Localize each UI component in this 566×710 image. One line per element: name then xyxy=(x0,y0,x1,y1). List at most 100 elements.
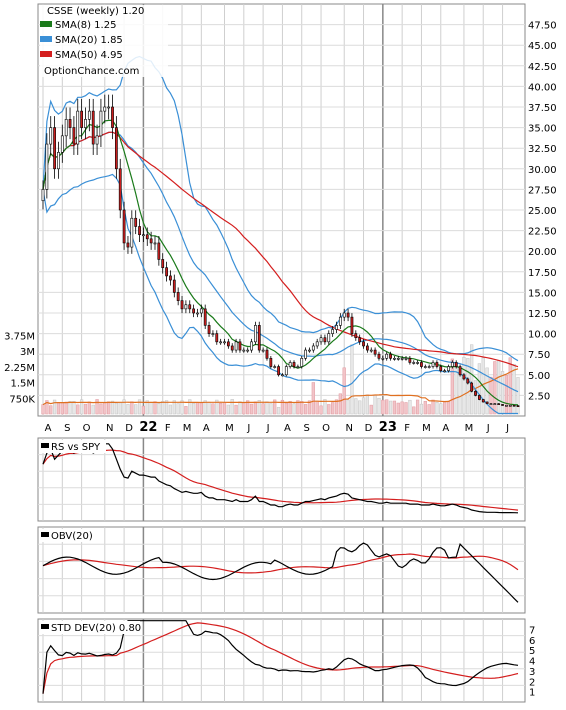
volume-bar xyxy=(470,344,474,415)
price-candle xyxy=(350,316,354,334)
volume-bar xyxy=(83,403,88,415)
volume-bar xyxy=(500,371,505,415)
price-candle xyxy=(323,337,327,343)
price-candle xyxy=(292,362,296,367)
price-candle xyxy=(284,366,288,376)
volume-bar xyxy=(122,399,126,415)
stddev-y-tick-label: 3 xyxy=(529,667,535,678)
price-candle xyxy=(84,119,87,128)
volume-bar xyxy=(56,402,61,415)
price-candle xyxy=(203,308,207,326)
price-candle xyxy=(435,362,439,367)
volume-bar xyxy=(427,404,431,415)
price-candle xyxy=(176,292,180,301)
volume-bar xyxy=(114,402,118,415)
volume-bar xyxy=(253,401,258,415)
volume-bar xyxy=(157,403,161,415)
price-y-tick-label: 7.50 xyxy=(528,350,550,361)
price-candle xyxy=(211,333,215,335)
sma50-line xyxy=(42,131,519,368)
volume-bar xyxy=(180,400,184,415)
price-candle xyxy=(497,403,501,405)
volume-bar xyxy=(273,399,277,415)
stddev-label-bg xyxy=(40,621,140,634)
price-candle xyxy=(91,110,95,145)
subpanel-indicator-line xyxy=(42,542,519,603)
x-tick-label: A xyxy=(203,423,210,434)
volume-bar xyxy=(423,401,427,415)
stddev-y-tick-label: 5 xyxy=(529,646,535,657)
price-candle xyxy=(87,110,91,120)
volume-bar xyxy=(99,403,103,415)
price-y-tick-label: 17.50 xyxy=(528,268,557,279)
volume-bar xyxy=(446,401,451,415)
x-tick-label: N xyxy=(345,423,352,434)
price-candle xyxy=(60,135,64,153)
volume-bar xyxy=(168,404,173,415)
volume-bar xyxy=(388,400,393,415)
volume-bar xyxy=(211,403,215,415)
subpanel-average-line xyxy=(42,553,519,574)
price-candle xyxy=(281,374,284,377)
volume-bar xyxy=(222,401,227,415)
x-tick-label: J xyxy=(246,423,250,434)
price-candle xyxy=(474,390,477,396)
rs-panel: RS vs SPY xyxy=(37,437,526,522)
legend-swatch-sma20 xyxy=(40,36,52,42)
price-candle xyxy=(439,366,443,371)
volume-y-tick-label: 3M xyxy=(20,347,35,358)
x-tick-label: 23 xyxy=(379,420,397,435)
price-candle xyxy=(161,259,165,268)
price-candle xyxy=(114,127,118,170)
volume-bar xyxy=(261,403,265,415)
volume-bar xyxy=(199,402,203,415)
rs-grid xyxy=(38,438,525,521)
volume-bar xyxy=(315,400,319,415)
price-candle xyxy=(489,403,493,405)
stddev-y-tick-label: 4 xyxy=(529,657,535,668)
x-tick-label: O xyxy=(322,423,330,434)
rs-label-bg xyxy=(40,440,106,453)
x-tick-label: A xyxy=(284,423,291,434)
price-candle xyxy=(319,337,323,343)
volume-bar xyxy=(443,400,447,415)
price-candle xyxy=(246,349,250,352)
price-y-tick-label: 42.50 xyxy=(528,62,557,73)
volume-bar xyxy=(145,400,149,415)
price-candle xyxy=(427,366,431,368)
bollinger-upper-band xyxy=(42,55,519,362)
price-candle xyxy=(118,168,122,211)
price-y-tick-label: 10.00 xyxy=(528,330,557,341)
price-candle xyxy=(416,362,419,364)
volume-bar xyxy=(412,406,416,415)
rs-lines xyxy=(42,443,519,514)
volume-bar xyxy=(265,401,269,415)
price-candle xyxy=(481,399,485,403)
legend-label-sma20: SMA(20) 1.85 xyxy=(55,35,123,46)
price-candle xyxy=(134,217,138,227)
x-tick-label: N xyxy=(106,423,113,434)
x-tick-label: S xyxy=(304,423,310,434)
x-axis-labels: A S O N D 22 F M A M J J A S O N D 23 F M A M J J xyxy=(45,420,509,435)
volume-bar xyxy=(172,400,176,415)
volume-bar xyxy=(369,404,373,415)
stddev-y-tick-label: 2 xyxy=(529,677,535,688)
price-candle xyxy=(296,366,300,368)
price-candle xyxy=(145,234,149,240)
volume-bar xyxy=(95,399,99,415)
volume-bar xyxy=(76,404,80,415)
obv-panel-title: OBV(20) xyxy=(51,531,93,542)
price-candle xyxy=(400,358,404,360)
volume-bar xyxy=(323,399,327,415)
price-candle xyxy=(72,127,76,145)
price-candle xyxy=(408,358,412,363)
price-candle xyxy=(404,358,408,360)
x-tick-label: J xyxy=(505,423,509,434)
volume-bar xyxy=(462,357,466,415)
volume-bar xyxy=(373,395,377,415)
volume-bar xyxy=(435,402,439,415)
volume-bar xyxy=(346,399,350,415)
x-tick-label: A xyxy=(442,423,449,434)
volume-bar xyxy=(141,405,146,415)
